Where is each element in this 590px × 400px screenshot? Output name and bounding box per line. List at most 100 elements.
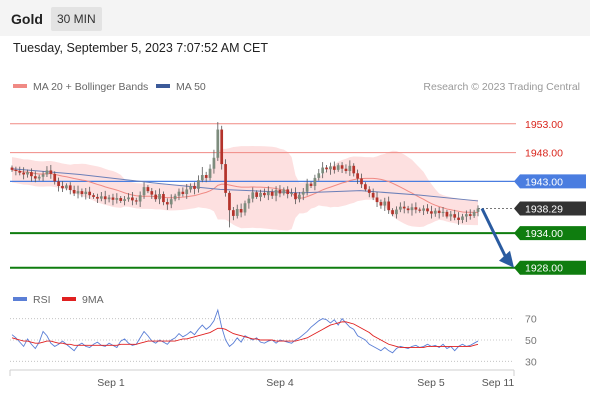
candle-body	[57, 181, 60, 186]
candle-body	[239, 209, 243, 213]
rsi-legend-swatch-rsi	[13, 297, 27, 301]
candle-body	[96, 196, 99, 199]
rsi-tick-label: 30	[525, 356, 537, 368]
candle-body	[329, 166, 332, 170]
candle-body	[169, 199, 173, 205]
moving-averages	[11, 168, 479, 214]
candle-body	[348, 165, 352, 171]
level-tag-support	[514, 226, 586, 241]
candle-body	[189, 185, 192, 190]
rsi-9ma-line	[11, 321, 479, 348]
candle-body	[286, 189, 290, 195]
candle-body	[33, 176, 37, 179]
timestamp: Tuesday, September 5, 2023 7:07:52 AM CE…	[13, 41, 269, 55]
candle-body	[224, 164, 227, 193]
candle-body	[426, 208, 429, 212]
candle-body	[107, 197, 111, 200]
candle-body	[325, 167, 328, 170]
candle-body	[364, 184, 367, 190]
candle-body	[278, 190, 282, 194]
candle-body	[251, 192, 255, 199]
candle-body	[76, 191, 80, 194]
level-label-pivot: 1943.00	[525, 176, 563, 188]
candle-body	[270, 191, 274, 196]
candle-body	[53, 173, 57, 182]
candle-body	[263, 192, 266, 196]
candle-body	[142, 187, 146, 196]
candle-body	[154, 194, 158, 200]
candle-body	[313, 177, 317, 186]
candle-body	[61, 185, 64, 189]
candle-body	[72, 190, 76, 194]
candle-body	[352, 165, 356, 174]
candle-body	[123, 199, 126, 201]
rsi-tick-label: 50	[525, 335, 537, 347]
candle-body	[235, 209, 239, 216]
candle-body	[387, 201, 391, 211]
candle-body	[26, 172, 29, 175]
x-tick-label: Sep 11	[482, 377, 515, 389]
candle-body	[321, 167, 325, 174]
ma50-line	[11, 168, 479, 202]
x-axis-ticks: Sep 1 Sep 4 Sep 5 Sep 11	[97, 377, 514, 389]
candle-body	[146, 187, 150, 192]
rsi-legend-rsi-label: RSI	[33, 294, 51, 306]
candle-body	[298, 194, 301, 200]
candle-body	[247, 198, 251, 204]
candle-body	[336, 165, 340, 170]
candle-body	[14, 169, 18, 171]
forecast-arrow-head	[499, 250, 514, 268]
candle-body	[461, 216, 464, 220]
legend-swatch-ma50	[156, 84, 170, 88]
level-label-resistance: 1948.00	[525, 148, 563, 160]
candle-body	[274, 190, 278, 196]
candle-body	[449, 214, 453, 217]
candle-body	[231, 210, 235, 216]
candle-body	[422, 208, 425, 211]
candle-body	[49, 170, 53, 174]
rsi-legend-9ma-label: 9MA	[82, 294, 104, 306]
candle-body	[88, 191, 92, 196]
timeframe-button[interactable]: 30 MIN	[51, 7, 102, 31]
x-tick-label: Sep 4	[266, 377, 294, 389]
candle-body	[10, 167, 14, 170]
candle-body	[200, 175, 204, 181]
candle-body	[30, 172, 33, 177]
level-label-support: 1928.00	[525, 263, 563, 275]
candle-body	[212, 157, 216, 169]
level-labels: 1953.00 1948.00 1943.00 1938.29 1934.00 1928.…	[514, 119, 586, 275]
candle-body	[406, 208, 410, 211]
candle-body	[476, 208, 480, 212]
candle-body	[379, 202, 383, 206]
candle-body	[433, 210, 437, 214]
candle-body	[208, 168, 212, 178]
candle-body	[177, 191, 181, 196]
candle-body	[158, 194, 161, 200]
candle-body	[375, 197, 379, 203]
candle-body	[414, 207, 418, 210]
candle-body	[383, 201, 387, 206]
candles	[10, 122, 480, 228]
candle-body	[134, 200, 138, 202]
candle-body	[445, 211, 449, 217]
rsi-line	[11, 308, 479, 354]
level-label-resistance: 1953.00	[525, 119, 563, 131]
candle-body	[457, 217, 460, 220]
candle-body	[309, 183, 313, 186]
legend-ma20-label: MA 20 + Bollinger Bands	[33, 81, 148, 93]
level-tag-pivot	[514, 174, 586, 189]
candle-body	[173, 195, 177, 200]
candle-body	[103, 196, 107, 200]
candle-body	[220, 129, 224, 165]
candle-body	[360, 178, 363, 185]
candle-body	[259, 192, 262, 197]
candle-body	[138, 195, 142, 202]
candle-body	[418, 209, 422, 211]
candle-body	[204, 175, 208, 178]
rsi-tick-label: 70	[525, 314, 537, 326]
candle-body	[266, 191, 270, 196]
candle-body	[453, 214, 457, 218]
candle-body	[344, 168, 348, 171]
candle-body	[367, 189, 371, 193]
level-label-support: 1934.00	[525, 228, 563, 240]
